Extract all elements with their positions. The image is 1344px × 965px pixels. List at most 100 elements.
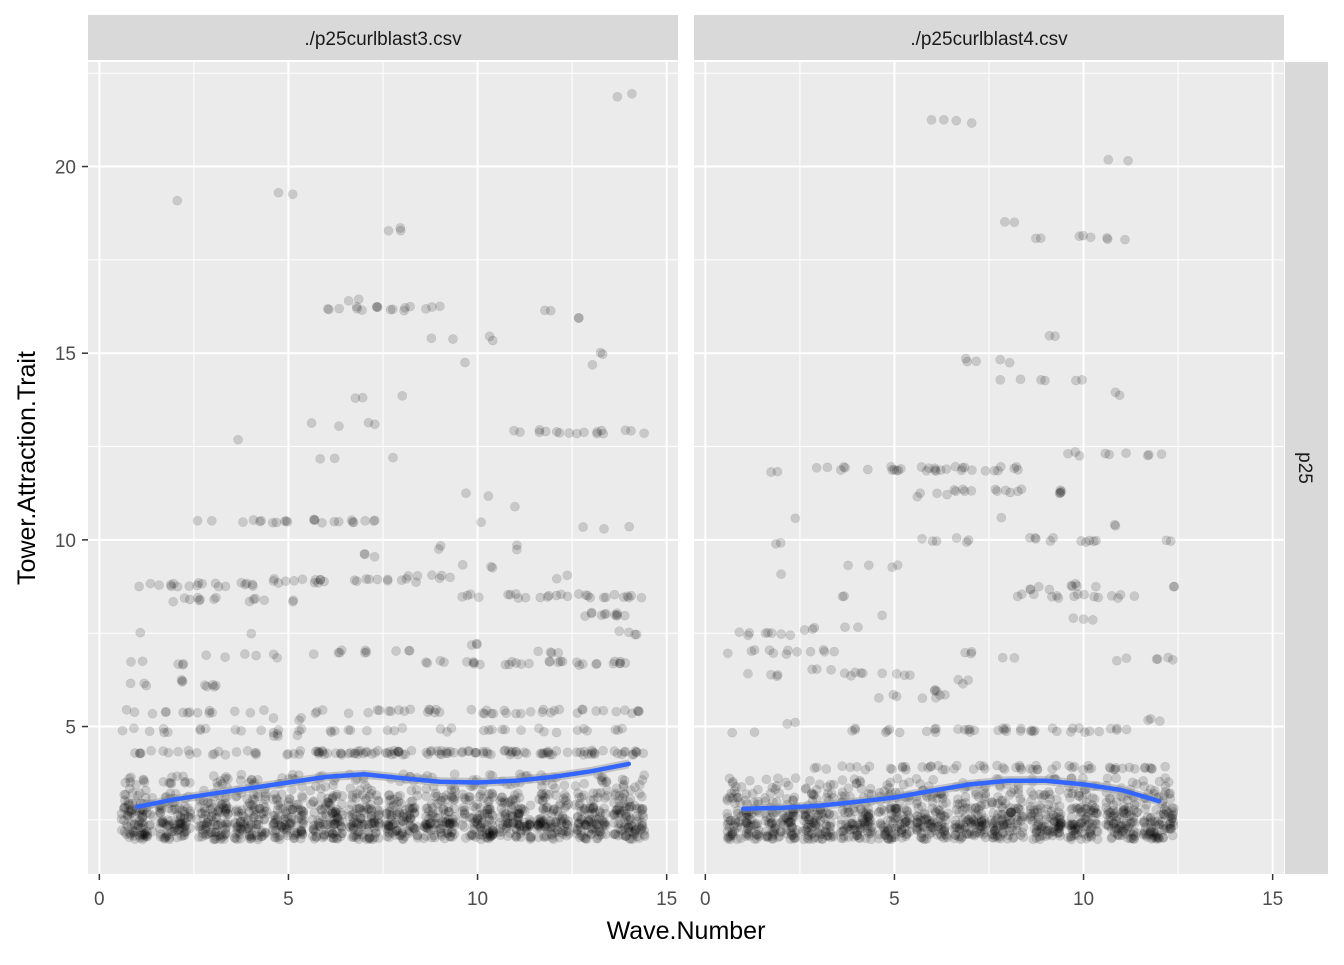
data-point xyxy=(1040,375,1050,386)
data-point xyxy=(183,811,193,822)
data-point xyxy=(354,827,365,837)
data-point xyxy=(397,833,408,844)
data-point xyxy=(722,808,733,819)
data-point xyxy=(324,827,335,838)
data-point xyxy=(317,747,328,757)
data-point xyxy=(412,790,423,801)
data-point xyxy=(164,834,175,845)
data-point xyxy=(122,810,133,821)
data-point xyxy=(426,570,437,580)
data-point xyxy=(1069,591,1079,602)
data-point xyxy=(329,726,340,736)
data-point xyxy=(223,803,234,814)
data-point xyxy=(467,829,477,840)
data-point xyxy=(356,821,367,832)
data-point xyxy=(424,818,435,829)
data-point xyxy=(551,590,562,601)
data-point xyxy=(138,830,149,841)
data-point xyxy=(434,707,445,717)
data-point xyxy=(270,833,281,843)
data-point xyxy=(541,814,552,825)
data-point xyxy=(269,818,280,829)
data-point xyxy=(334,816,345,827)
data-point xyxy=(486,816,497,827)
data-point xyxy=(365,833,376,844)
data-point xyxy=(160,832,171,843)
data-point xyxy=(275,797,286,808)
data-point xyxy=(158,776,169,787)
data-point xyxy=(119,789,130,800)
data-point xyxy=(372,302,382,312)
data-point xyxy=(1066,812,1077,822)
data-point xyxy=(445,746,456,757)
data-point xyxy=(1114,390,1125,401)
data-point xyxy=(587,359,598,370)
data-point xyxy=(1154,716,1165,726)
data-point xyxy=(310,708,321,719)
data-point xyxy=(192,580,202,591)
data-point xyxy=(405,820,416,831)
data-point xyxy=(270,810,280,821)
data-point xyxy=(884,724,895,735)
x-tick-label: 0 xyxy=(94,889,105,910)
data-point xyxy=(544,656,555,667)
y-tick-label: 10 xyxy=(55,531,76,552)
data-point xyxy=(632,705,643,716)
data-point xyxy=(535,592,546,603)
data-point xyxy=(275,803,286,814)
data-point xyxy=(457,820,468,830)
data-point xyxy=(406,785,417,796)
data-point xyxy=(334,303,345,314)
data-point xyxy=(350,393,361,403)
data-point xyxy=(239,649,250,659)
data-point xyxy=(179,830,190,840)
data-point xyxy=(477,812,487,823)
data-point xyxy=(163,747,174,758)
data-point xyxy=(200,830,211,840)
data-point xyxy=(273,731,283,741)
data-point xyxy=(1009,217,1020,228)
data-point xyxy=(446,791,457,801)
data-point xyxy=(140,785,151,796)
data-point xyxy=(366,788,377,799)
data-point xyxy=(323,797,334,807)
data-point xyxy=(482,805,493,816)
data-point xyxy=(369,419,380,430)
data-point xyxy=(421,831,431,841)
data-point xyxy=(373,821,383,832)
data-point xyxy=(439,657,449,668)
data-point xyxy=(279,814,290,825)
data-point xyxy=(442,748,453,759)
data-point xyxy=(427,803,438,813)
data-point xyxy=(200,809,211,820)
data-point xyxy=(448,747,459,758)
data-point xyxy=(355,813,366,824)
data-point xyxy=(183,745,194,756)
data-point xyxy=(343,725,354,735)
data-point xyxy=(211,592,221,603)
data-point xyxy=(212,820,222,831)
data-point xyxy=(220,828,231,839)
data-point xyxy=(409,808,420,819)
data-point xyxy=(846,671,856,681)
data-point xyxy=(382,831,393,842)
data-point xyxy=(584,816,594,826)
data-point xyxy=(447,827,458,837)
data-point xyxy=(296,827,307,837)
data-point xyxy=(445,832,456,842)
data-point xyxy=(229,833,240,844)
data-point xyxy=(542,802,553,813)
data-point xyxy=(136,817,147,828)
data-point xyxy=(179,821,190,831)
data-point xyxy=(240,579,250,590)
data-point xyxy=(475,821,486,831)
data-point xyxy=(259,595,270,606)
data-point xyxy=(997,652,1008,663)
data-point xyxy=(247,579,258,590)
data-point xyxy=(294,725,304,736)
data-point xyxy=(447,793,457,803)
data-point xyxy=(360,795,371,805)
data-point xyxy=(1025,584,1036,594)
data-point xyxy=(259,814,270,825)
data-point xyxy=(897,833,907,843)
